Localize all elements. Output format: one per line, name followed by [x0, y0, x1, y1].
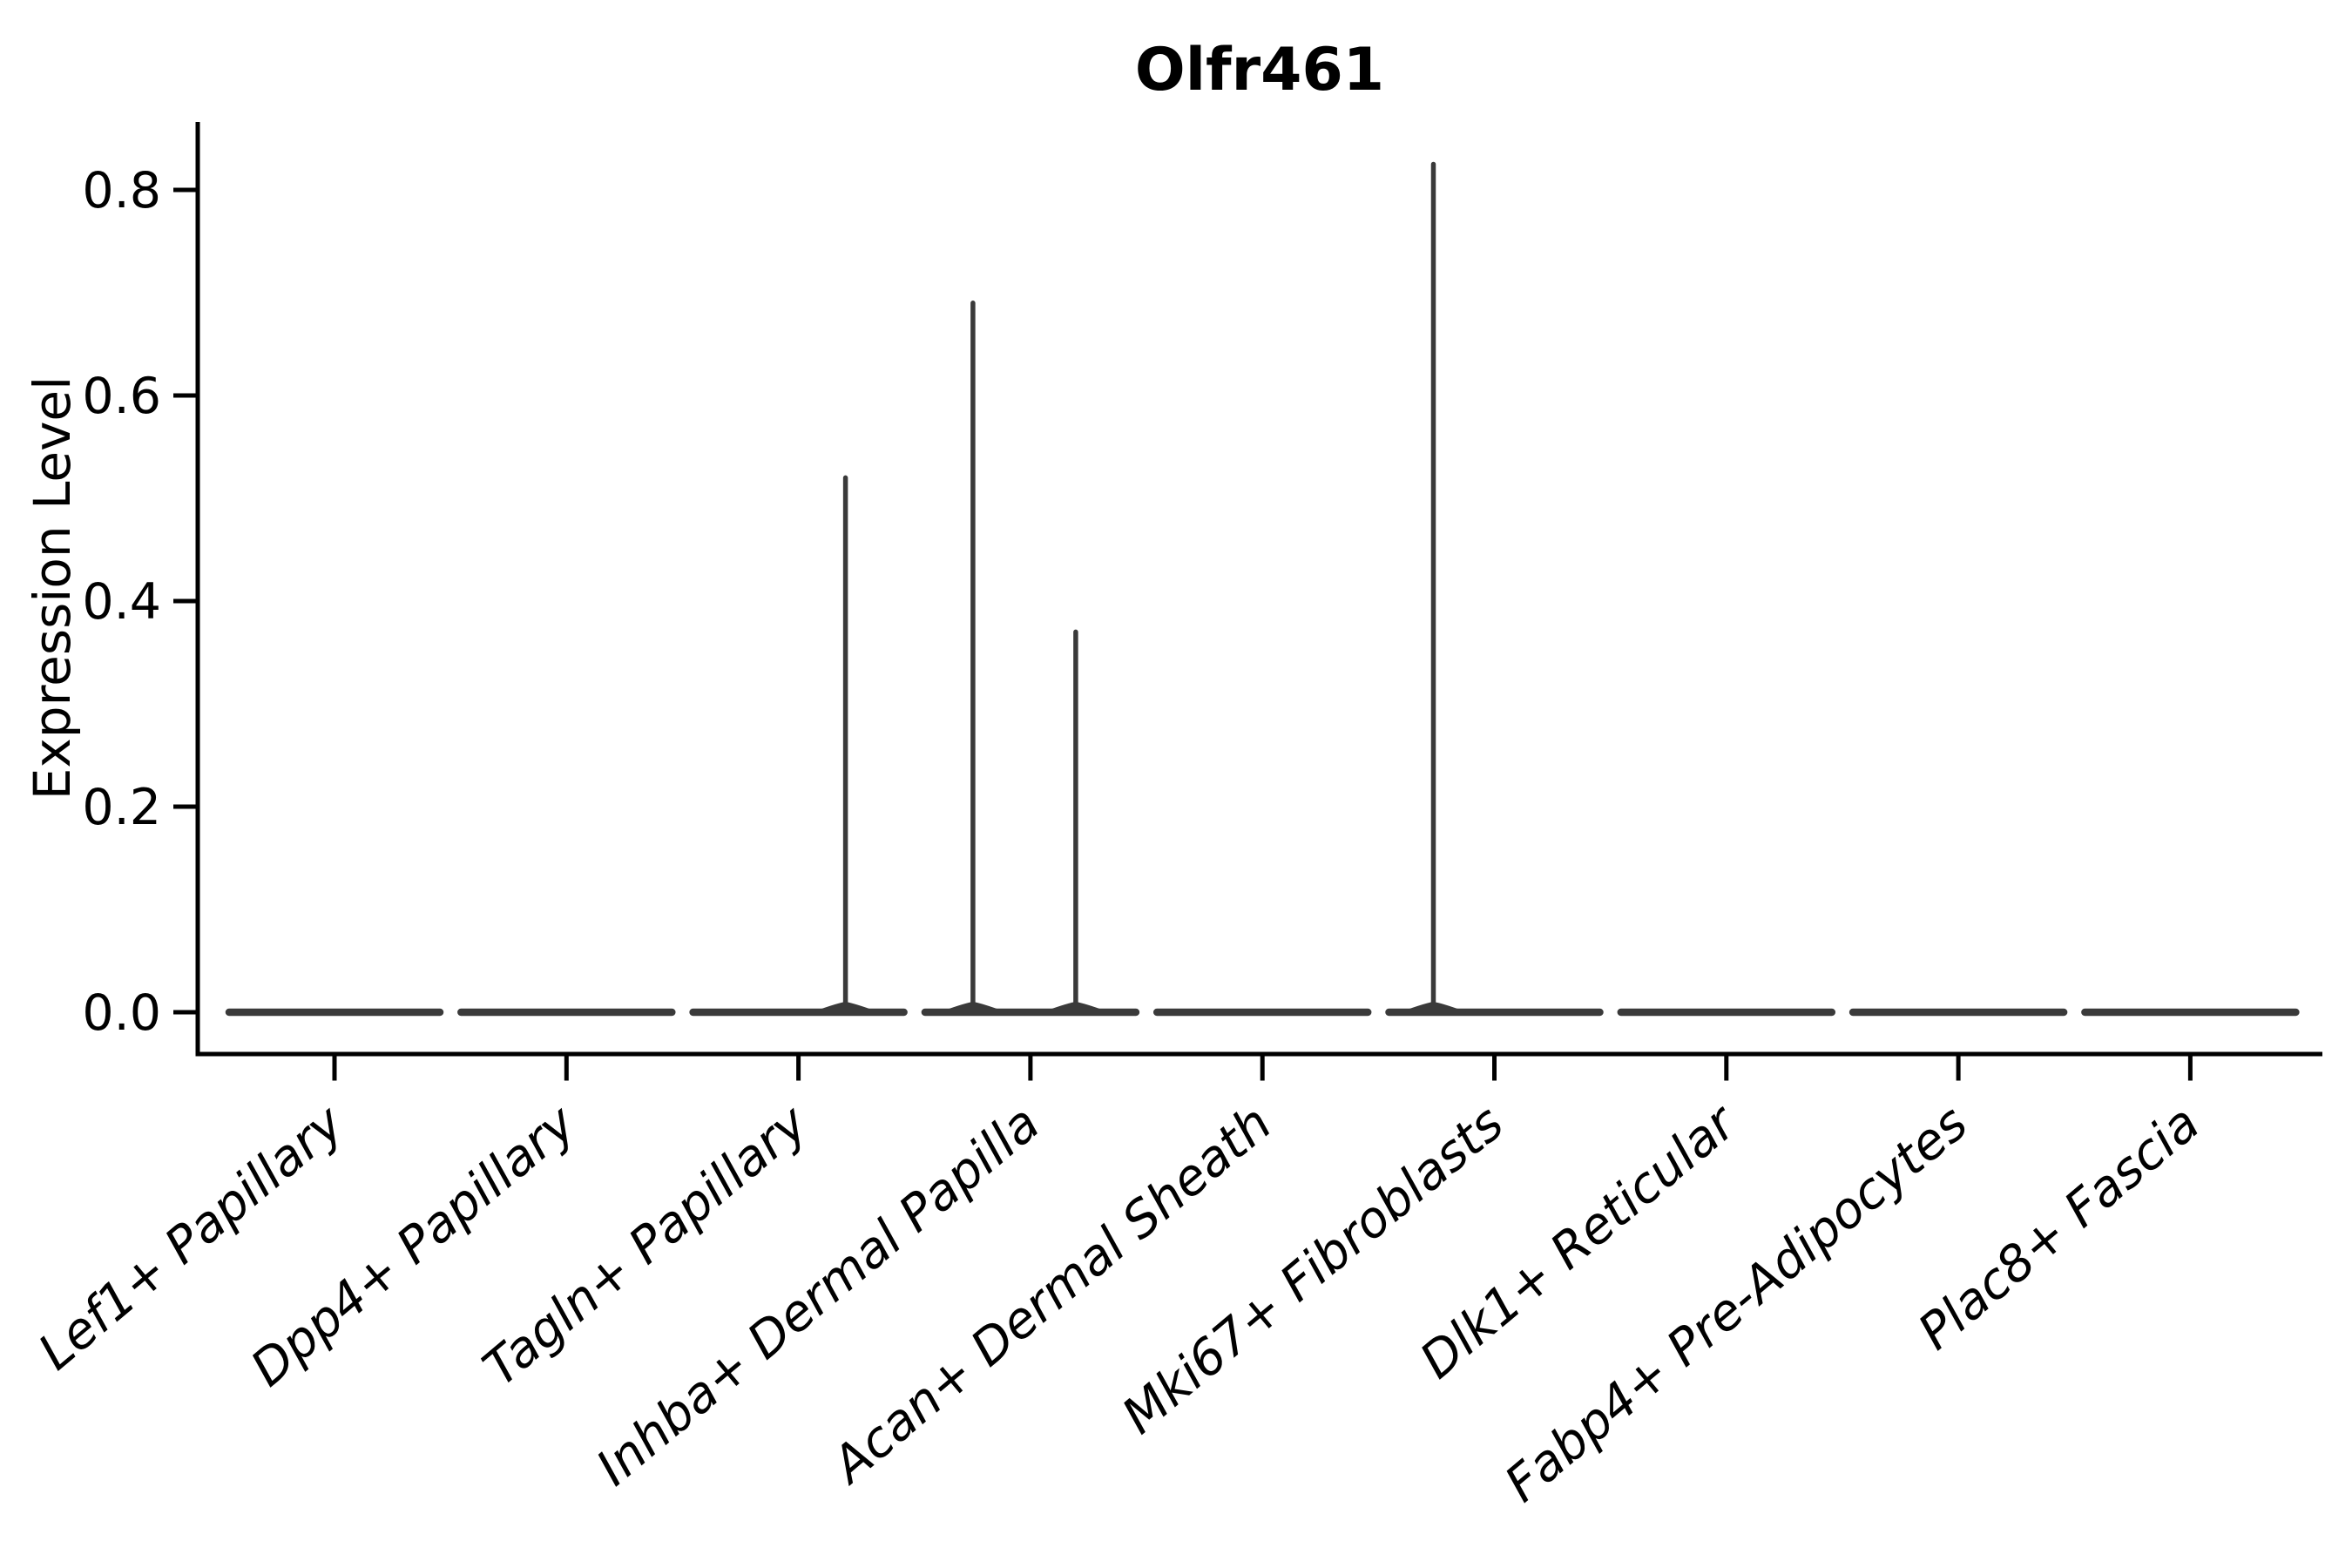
y-axis-label: Expression Level	[23, 376, 82, 800]
x-tick-label: Fabp4+ Pre-Adipocytes	[1494, 1094, 1978, 1513]
x-tick-label: Acan+ Dermal Sheath	[819, 1094, 1282, 1496]
violin	[689, 475, 908, 1017]
y-tick-label: 0.2	[82, 779, 161, 836]
y-tick-label: 0.0	[82, 984, 161, 1042]
y-tick-label: 0.8	[82, 162, 161, 220]
x-tick-label: Mki67+ Fibroblasts	[1112, 1094, 1514, 1445]
y-tick-label: 0.6	[82, 368, 161, 425]
y-tick-label: 0.4	[82, 573, 161, 631]
violin	[921, 301, 1140, 1017]
x-tick-label: Inhba+ Dermal Papilla	[586, 1094, 1051, 1497]
chart-title: Olfr461	[1135, 36, 1384, 105]
violin	[1385, 161, 1604, 1017]
